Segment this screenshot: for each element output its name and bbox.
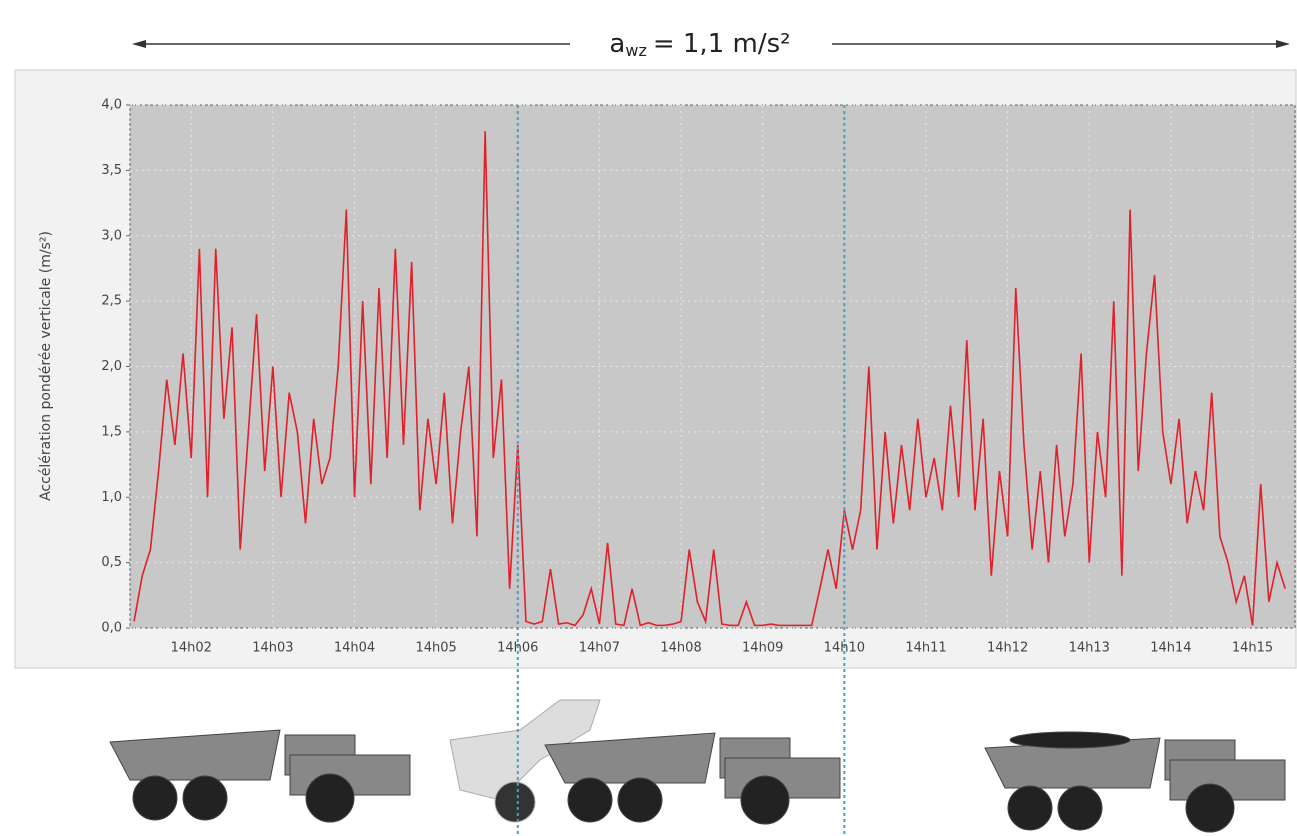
truck xyxy=(984,731,1286,833)
subscript: wz xyxy=(625,41,646,60)
y-tick-label: 4,0 xyxy=(101,98,122,113)
x-tick-label: 14h04 xyxy=(334,641,375,656)
y-tick-label: 3,5 xyxy=(101,163,122,178)
truck xyxy=(109,729,411,823)
y-tick-label: 2,0 xyxy=(101,359,122,374)
x-tick-label: 14h03 xyxy=(252,641,293,656)
symbol: a xyxy=(609,29,625,59)
y-tick-label: 3,0 xyxy=(101,228,122,243)
x-tick-label: 14h08 xyxy=(660,641,701,656)
plot: 0,0 0,5 1,0 1,5 2,0 2,5 3,0 3,5 4,0 14h02 14h03 14h… xyxy=(101,98,1295,656)
x-tick-label: 14h14 xyxy=(1150,641,1191,656)
x-tick-label: 14h09 xyxy=(742,641,783,656)
arrow-head xyxy=(132,40,146,48)
annotation-text: = 1,1 m/s² xyxy=(653,29,791,59)
x-tick-label: 14h07 xyxy=(579,641,620,656)
x-tick-label: 14h02 xyxy=(171,641,212,656)
x-tick-label: 14h13 xyxy=(1069,641,1110,656)
x-tick-label: 14h12 xyxy=(987,641,1028,656)
x-tick-label: 14h11 xyxy=(905,641,946,656)
y-tick-label: 0,0 xyxy=(101,621,122,636)
y-tick-label: 1,0 xyxy=(101,490,122,505)
x-tick-label: 14h05 xyxy=(415,641,456,656)
y-tick-label: 1,5 xyxy=(101,424,122,439)
trucks xyxy=(109,699,1286,833)
y-tick-label: 0,5 xyxy=(101,555,122,570)
y-axis-label: Accélération pondérée verticale (m/s²) xyxy=(38,231,54,501)
truck xyxy=(544,732,841,825)
y-tick-label: 2,5 xyxy=(101,294,122,309)
x-tick-label: 14h15 xyxy=(1232,641,1273,656)
loader xyxy=(449,699,601,823)
arrow-head xyxy=(1276,40,1290,48)
annotation: awz = 1,1 m/s² xyxy=(609,29,790,60)
data-line xyxy=(133,131,1286,627)
